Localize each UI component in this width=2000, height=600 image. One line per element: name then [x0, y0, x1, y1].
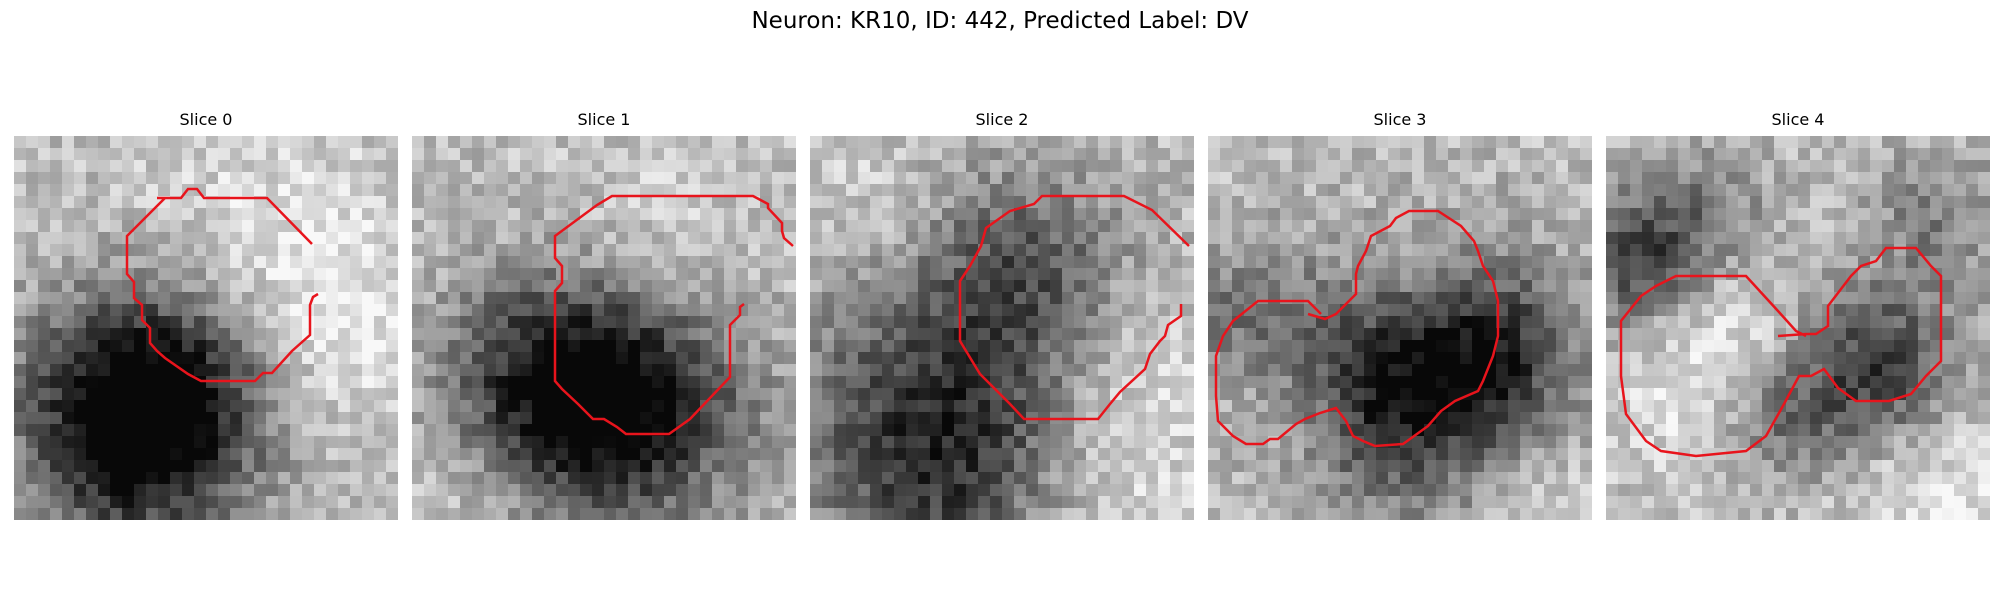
slice-panel-2: Slice 2: [810, 108, 1194, 520]
slice-pixels-3: [1208, 136, 1592, 520]
slice-pixels-2: [810, 136, 1194, 520]
segmentation-contour-4: [1619, 246, 1943, 458]
slice-pixels-4: [1606, 136, 1990, 520]
slice-title-3: Slice 3: [1373, 110, 1427, 129]
segmentation-contour-3: [1214, 209, 1500, 448]
slice-image-0: [14, 136, 398, 520]
slice-image-4: [1606, 136, 1990, 520]
slice-title-0: Slice 0: [179, 110, 233, 129]
slice-image-1: [412, 136, 796, 520]
slice-panel-0: Slice 0: [14, 108, 398, 520]
slice-image-3: [1208, 136, 1592, 520]
slice-title-4: Slice 4: [1771, 110, 1825, 129]
figure-title: Neuron: KR10, ID: 442, Predicted Label: …: [751, 8, 1249, 34]
slice-pixels-0: [14, 136, 398, 520]
slice-title-2: Slice 2: [975, 110, 1029, 129]
slice-pixels-1: [412, 136, 796, 520]
segmentation-contour-2: [958, 194, 1190, 421]
segmentation-contour-1: [553, 194, 794, 436]
slice-panel-3: Slice 3: [1208, 108, 1592, 520]
slice-title-1: Slice 1: [577, 110, 631, 129]
segmentation-contour-0: [125, 187, 319, 383]
slice-panel-4: Slice 4: [1606, 108, 1990, 520]
slice-image-2: [810, 136, 1194, 520]
slice-panel-1: Slice 1: [412, 108, 796, 520]
